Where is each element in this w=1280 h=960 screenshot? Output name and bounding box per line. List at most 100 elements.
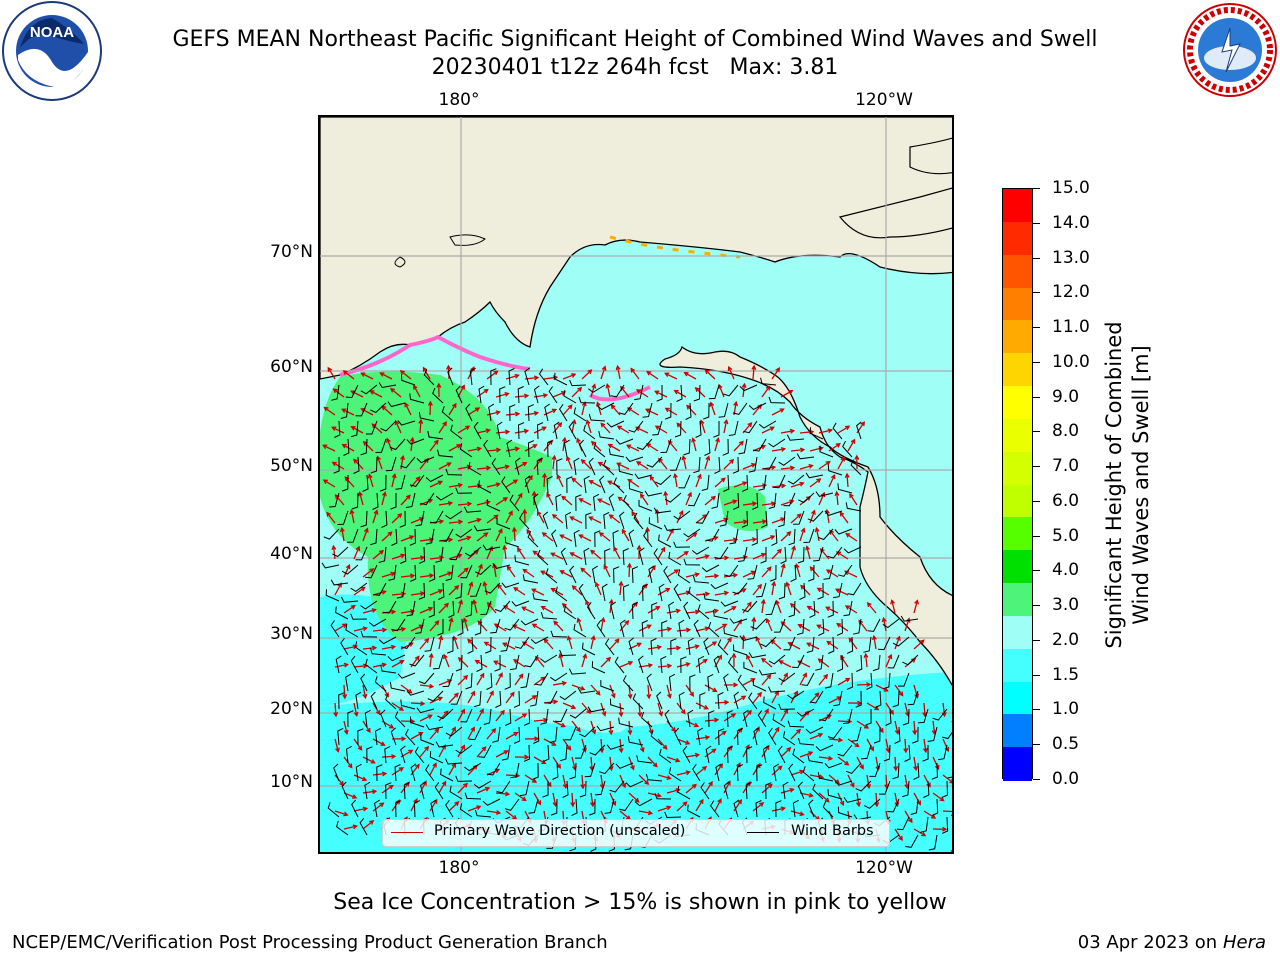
wave-direction-arrow <box>571 477 583 488</box>
wave-direction-arrow <box>942 702 946 716</box>
wind-barb <box>418 546 426 564</box>
wave-arrow-head <box>512 659 519 664</box>
wind-barb <box>380 709 387 728</box>
wave-direction-arrow <box>856 683 871 686</box>
wind-barb <box>517 422 525 440</box>
wave-arrow-head <box>721 730 727 736</box>
wind-barb <box>501 476 511 494</box>
wind-barb <box>425 474 444 483</box>
wave-arrow-head <box>770 535 776 540</box>
wind-barb <box>843 600 853 617</box>
wave-arrow-head <box>737 727 743 733</box>
wind-barb <box>360 384 378 395</box>
wind-barb <box>777 745 786 764</box>
wave-direction-arrow <box>733 441 744 452</box>
wave-arrow-head <box>733 682 739 688</box>
wave-direction-arrow <box>463 618 469 632</box>
wave-arrow-head <box>618 711 624 718</box>
wave-arrow-head <box>663 490 669 497</box>
wave-arrow-head <box>483 641 489 647</box>
wave-arrow-head <box>777 765 783 771</box>
wind-barb <box>470 582 482 597</box>
wind-barb <box>596 620 606 638</box>
wind-barb <box>410 763 417 782</box>
wave-arrow-head <box>718 383 723 389</box>
wave-arrow-head <box>624 619 630 626</box>
wave-direction-arrow <box>495 497 508 506</box>
wind-barb <box>648 565 655 584</box>
wave-direction-arrow <box>619 620 629 632</box>
wind-barb <box>437 449 454 458</box>
wave-direction-arrow <box>733 481 747 488</box>
wind-barb <box>668 551 682 566</box>
wave-arrow-head <box>352 794 358 799</box>
wind-barb <box>827 600 834 618</box>
wave-arrow-head <box>673 389 679 395</box>
wave-direction-arrow <box>361 372 374 380</box>
wave-arrow-head <box>476 805 482 811</box>
wind-barb <box>551 529 558 548</box>
wave-direction-arrow <box>818 429 832 434</box>
wind-barb <box>883 744 891 762</box>
wave-direction-arrow <box>657 702 663 716</box>
wave-arrow-head <box>621 528 627 534</box>
wind-barb <box>485 636 492 654</box>
wave-arrow-head <box>588 480 594 485</box>
wind-barb <box>390 727 397 746</box>
wind-barb <box>473 421 482 440</box>
wind-barb <box>712 610 729 620</box>
wave-direction-arrow <box>800 585 811 596</box>
wave-direction-arrow <box>752 553 766 560</box>
wave-direction-arrow <box>438 462 451 470</box>
wind-barb <box>420 492 435 506</box>
wind-barb <box>819 708 834 722</box>
legend-wave-label: Primary Wave Direction (unscaled) <box>434 823 686 839</box>
wave-arrow-head <box>802 672 807 678</box>
wind-barb <box>388 564 397 581</box>
wave-arrow-head <box>673 569 680 574</box>
wave-direction-arrow <box>332 546 336 560</box>
wave-arrow-head <box>893 766 899 772</box>
wind-barb <box>533 726 540 744</box>
wave-direction-arrow <box>486 691 494 704</box>
wave-direction-arrow <box>590 684 601 696</box>
wave-direction-arrow <box>343 684 346 699</box>
wind-barb <box>701 474 710 491</box>
wind-barb <box>581 642 596 656</box>
wave-arrow-head <box>704 735 711 741</box>
wind-barb <box>600 680 615 692</box>
wave-arrow-head <box>618 580 624 587</box>
wind-barb <box>432 387 444 404</box>
wave-arrow-head <box>845 532 851 538</box>
wave-direction-arrow <box>571 792 574 807</box>
wave-direction-arrow <box>733 619 742 632</box>
wave-direction-arrow <box>666 609 680 614</box>
wind-barb <box>494 654 501 672</box>
wave-arrow-head <box>695 609 701 615</box>
wave-direction-arrow <box>790 603 801 614</box>
wind-barb <box>783 492 796 507</box>
wind-barb <box>387 654 406 662</box>
wave-arrow-head <box>339 526 345 533</box>
wind-barb <box>510 762 520 779</box>
wave-arrow-head <box>586 708 592 715</box>
wind-barb <box>631 602 639 620</box>
wind-barb <box>364 709 371 728</box>
wave-arrow-head <box>741 588 747 593</box>
wind-barb <box>357 728 364 746</box>
wind-barb <box>333 763 340 782</box>
wave-arrow-head <box>708 780 713 787</box>
wave-arrow-head <box>626 444 632 450</box>
wave-direction-arrow <box>438 745 446 758</box>
wind-barb <box>668 767 682 782</box>
wave-direction-arrow <box>704 748 716 758</box>
wind-barb <box>340 637 349 656</box>
wind-barb <box>719 510 729 527</box>
wind-barb <box>350 655 359 674</box>
wave-direction-arrow <box>818 792 830 803</box>
wave-arrow-head <box>834 490 840 497</box>
wind-barb <box>360 673 368 692</box>
wind-barb <box>873 726 881 744</box>
wave-direction-arrow <box>541 606 554 614</box>
wave-direction-arrow <box>353 627 367 632</box>
